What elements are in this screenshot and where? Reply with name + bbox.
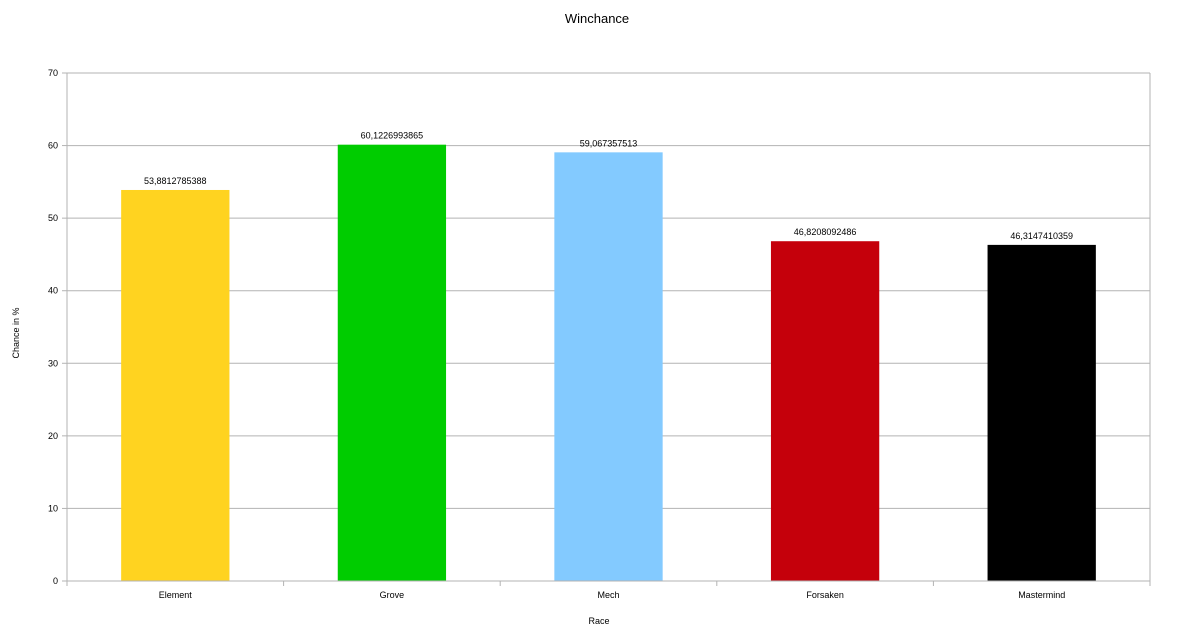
- y-axis-label: Chance in %: [11, 307, 21, 358]
- x-tick-labels: Element Grove Mech Forsaken Mastermind: [159, 590, 1065, 600]
- y-tick-label: 60: [48, 141, 58, 151]
- y-tick-labels: 0 10 20 30 40 50 60 70: [48, 68, 58, 586]
- data-label: 53,8812785388: [144, 176, 207, 186]
- x-axis-label: Race: [588, 616, 609, 626]
- bar-forsaken: [770, 241, 880, 581]
- data-labels: 53,8812785388 60,1226993865 59,067357513 46…: [144, 131, 1073, 241]
- x-tick-label: Grove: [380, 590, 405, 600]
- y-tick-label: 40: [48, 286, 58, 296]
- data-label: 59,067357513: [580, 138, 638, 148]
- bar-mastermind: [987, 244, 1096, 581]
- y-tick-label: 0: [53, 576, 58, 586]
- y-tick-label: 10: [48, 503, 58, 513]
- axes: [62, 72, 1151, 586]
- bar-element: [121, 189, 230, 581]
- x-tick-label: Element: [159, 590, 193, 600]
- y-tick-label: 50: [48, 213, 58, 223]
- y-tick-label: 30: [48, 358, 58, 368]
- bars: [121, 144, 1096, 582]
- y-tick-label: 20: [48, 431, 58, 441]
- data-label: 60,1226993865: [361, 131, 424, 141]
- x-tick-label: Forsaken: [806, 590, 844, 600]
- x-tick-label: Mech: [597, 590, 619, 600]
- chart-title: Winchance: [565, 11, 629, 26]
- bar-mech: [554, 152, 663, 581]
- data-label: 46,8208092486: [794, 227, 857, 237]
- y-tick-label: 70: [48, 68, 58, 78]
- bar-grove: [337, 144, 447, 582]
- data-label: 46,3147410359: [1010, 231, 1073, 241]
- x-tick-label: Mastermind: [1018, 590, 1065, 600]
